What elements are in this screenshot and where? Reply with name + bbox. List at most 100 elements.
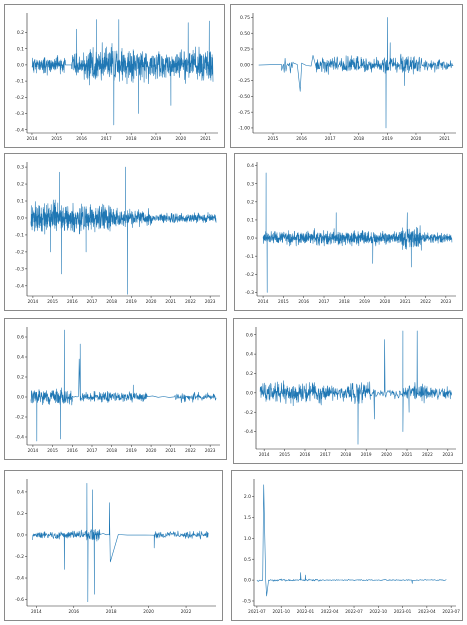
x-tick-label: 2018: [353, 136, 364, 141]
chart-panel-2: 0.75 0.50 0.25 0.00 -0.25 -0.50 -0.75 -1.00 2015…: [230, 4, 463, 148]
y-tick-label: 0.4: [247, 163, 254, 169]
chart-4: 0.4 0.3 0.2 0.1 0.0 -0.1 -0.2 -0.3 2014 2015 2016 2…: [245, 162, 456, 304]
chart-panel-7: 0.4 0.2 0.0 -0.2 -0.4 -0.6 2014 2016 2018 2020 202…: [4, 470, 223, 621]
series-line: [31, 19, 214, 126]
y-tick-label: -0.2: [15, 554, 24, 560]
x-tick-label: 2022-04: [321, 609, 339, 614]
x-tick-label: 2018: [339, 299, 350, 304]
y-tick-label: 0.50: [240, 31, 250, 37]
x-tick-label: 2019: [382, 136, 393, 141]
y-tick-label: 0.4: [17, 490, 24, 496]
x-tick-label: 2015: [279, 452, 290, 457]
series-line: [30, 166, 217, 295]
x-tick-label: 2016: [300, 452, 311, 457]
y-tick-label: 0.1: [17, 199, 24, 205]
x-tick-label: 2016: [68, 609, 79, 614]
y-tick-label: 0.0: [17, 62, 24, 68]
y-tick-label: 0.6: [246, 332, 253, 338]
x-tick-label: 2016: [296, 136, 307, 141]
y-tick-label: 0.2: [17, 182, 24, 188]
x-tick-label: 2017: [319, 299, 330, 304]
x-tick-label: 2020: [380, 299, 391, 304]
x-tick-label: 2020: [146, 448, 157, 453]
x-tick-label: 2018: [106, 448, 117, 453]
x-tick-label: 2021: [200, 136, 211, 141]
y-tick-label: 0.0: [17, 395, 24, 401]
y-tick-label: -0.1: [15, 233, 24, 239]
y-tick-label: 0.4: [246, 352, 253, 358]
x-tick-label: 2015: [268, 136, 279, 141]
y-tick-label: -0.2: [15, 95, 24, 101]
x-tick-label: 2021: [165, 448, 176, 453]
y-tick-label: 0.2: [246, 371, 253, 377]
x-tick-label: 2017: [87, 448, 98, 453]
y-tick-label: -0.2: [15, 415, 24, 421]
chart-3: 0.3 0.2 0.1 0.0 -0.1 -0.2 -0.3 -0.4 2014 2015 2016…: [15, 162, 220, 304]
y-tick-label: -0.4: [15, 283, 24, 289]
x-tick-label: 2021: [402, 452, 413, 457]
y-tick-label: -0.2: [15, 249, 24, 255]
x-tick-label: 2023: [205, 299, 216, 304]
y-tick-label: 0.75: [240, 15, 250, 21]
y-tick-label: 0.3: [17, 165, 24, 171]
x-tick-label: 2023-07: [442, 609, 460, 614]
x-tick-label: 2019: [361, 452, 372, 457]
x-tick-label: 2022: [422, 452, 433, 457]
x-tick-label: 2020: [175, 136, 186, 141]
y-tick-label: 0.0: [17, 533, 24, 539]
y-tick-label: 1.5: [244, 515, 251, 521]
y-tick-label: -1.00: [238, 126, 250, 132]
x-tick-label: 2020: [411, 136, 422, 141]
y-tick-label: -0.1: [245, 254, 254, 260]
x-tick-label: 2019: [151, 136, 162, 141]
x-tick-label: 2021-10: [272, 609, 290, 614]
y-tick-label: -0.2: [245, 272, 254, 278]
y-tick-label: -0.1: [15, 79, 24, 85]
y-tick-label: -0.25: [238, 78, 250, 84]
x-tick-label: 2021: [165, 299, 176, 304]
x-tick-label: 2022-10: [370, 609, 388, 614]
y-tick-label: -0.4: [15, 435, 24, 441]
chart-6: 0.6 0.4 0.2 0.0 -0.2 -0.4 2014 2015 2016 2017 2018…: [244, 327, 456, 457]
chart-panel-1: 0.2 0.1 0.0 -0.1 -0.2 -0.3 -0.4 2014 2015 2016 201…: [4, 4, 225, 148]
chart-7: 0.4 0.2 0.0 -0.2 -0.4 -0.6 2014 2016 2018 2020 202…: [15, 479, 216, 614]
x-tick-label: 2014: [28, 299, 39, 304]
x-tick-label: 2023: [441, 299, 452, 304]
x-tick-label: 2017: [101, 136, 112, 141]
x-tick-label: 2020: [381, 452, 392, 457]
y-tick-label: 0.0: [17, 216, 24, 222]
y-tick-label: 0.5: [244, 557, 251, 563]
x-tick-label: 2016: [67, 299, 78, 304]
y-tick-label: 0.0: [247, 236, 254, 242]
x-tick-label: 2016: [76, 136, 87, 141]
chart-panel-4: 0.4 0.3 0.2 0.1 0.0 -0.1 -0.2 -0.3 2014 2015 2016 2…: [234, 153, 463, 311]
series-line: [262, 172, 453, 293]
chart-panel-8: 2.0 1.5 1.0 0.5 0.0 -0.5 2021-07 2021-10 2022-01…: [231, 470, 463, 621]
x-tick-label: 2017: [87, 299, 98, 304]
y-tick-label: -0.5: [242, 599, 251, 605]
y-tick-label: 0.2: [247, 199, 254, 205]
x-tick-label: 2015: [47, 299, 58, 304]
y-tick-label: -0.2: [244, 410, 253, 416]
x-tick-label: 2022: [420, 299, 431, 304]
x-tick-label: 2023: [443, 452, 454, 457]
x-tick-label: 2015: [47, 448, 58, 453]
x-tick-label: 2014: [258, 299, 269, 304]
y-tick-label: -0.6: [15, 597, 24, 603]
x-tick-label: 2019: [126, 299, 137, 304]
chart-panel-6: 0.6 0.4 0.2 0.0 -0.2 -0.4 2014 2015 2016 2017 2018…: [233, 318, 463, 464]
x-tick-label: 2022: [185, 299, 196, 304]
series-line: [32, 483, 209, 602]
y-tick-label: 0.6: [17, 335, 24, 341]
chart-2: 0.75 0.50 0.25 0.00 -0.25 -0.50 -0.75 -1.00 2015…: [238, 13, 456, 141]
chart-panel-5: 0.6 0.4 0.2 0.0 -0.2 -0.4 2014 2015 2016 2017 2018…: [4, 318, 227, 460]
y-tick-label: -0.50: [238, 94, 250, 100]
x-tick-label: 2018: [126, 136, 137, 141]
y-tick-label: -0.3: [245, 290, 254, 296]
y-tick-label: 0.0: [244, 578, 251, 584]
y-tick-label: -0.3: [15, 111, 24, 117]
y-tick-label: -0.4: [15, 576, 24, 582]
y-tick-label: 0.2: [17, 511, 24, 517]
y-tick-label: -0.3: [15, 266, 24, 272]
